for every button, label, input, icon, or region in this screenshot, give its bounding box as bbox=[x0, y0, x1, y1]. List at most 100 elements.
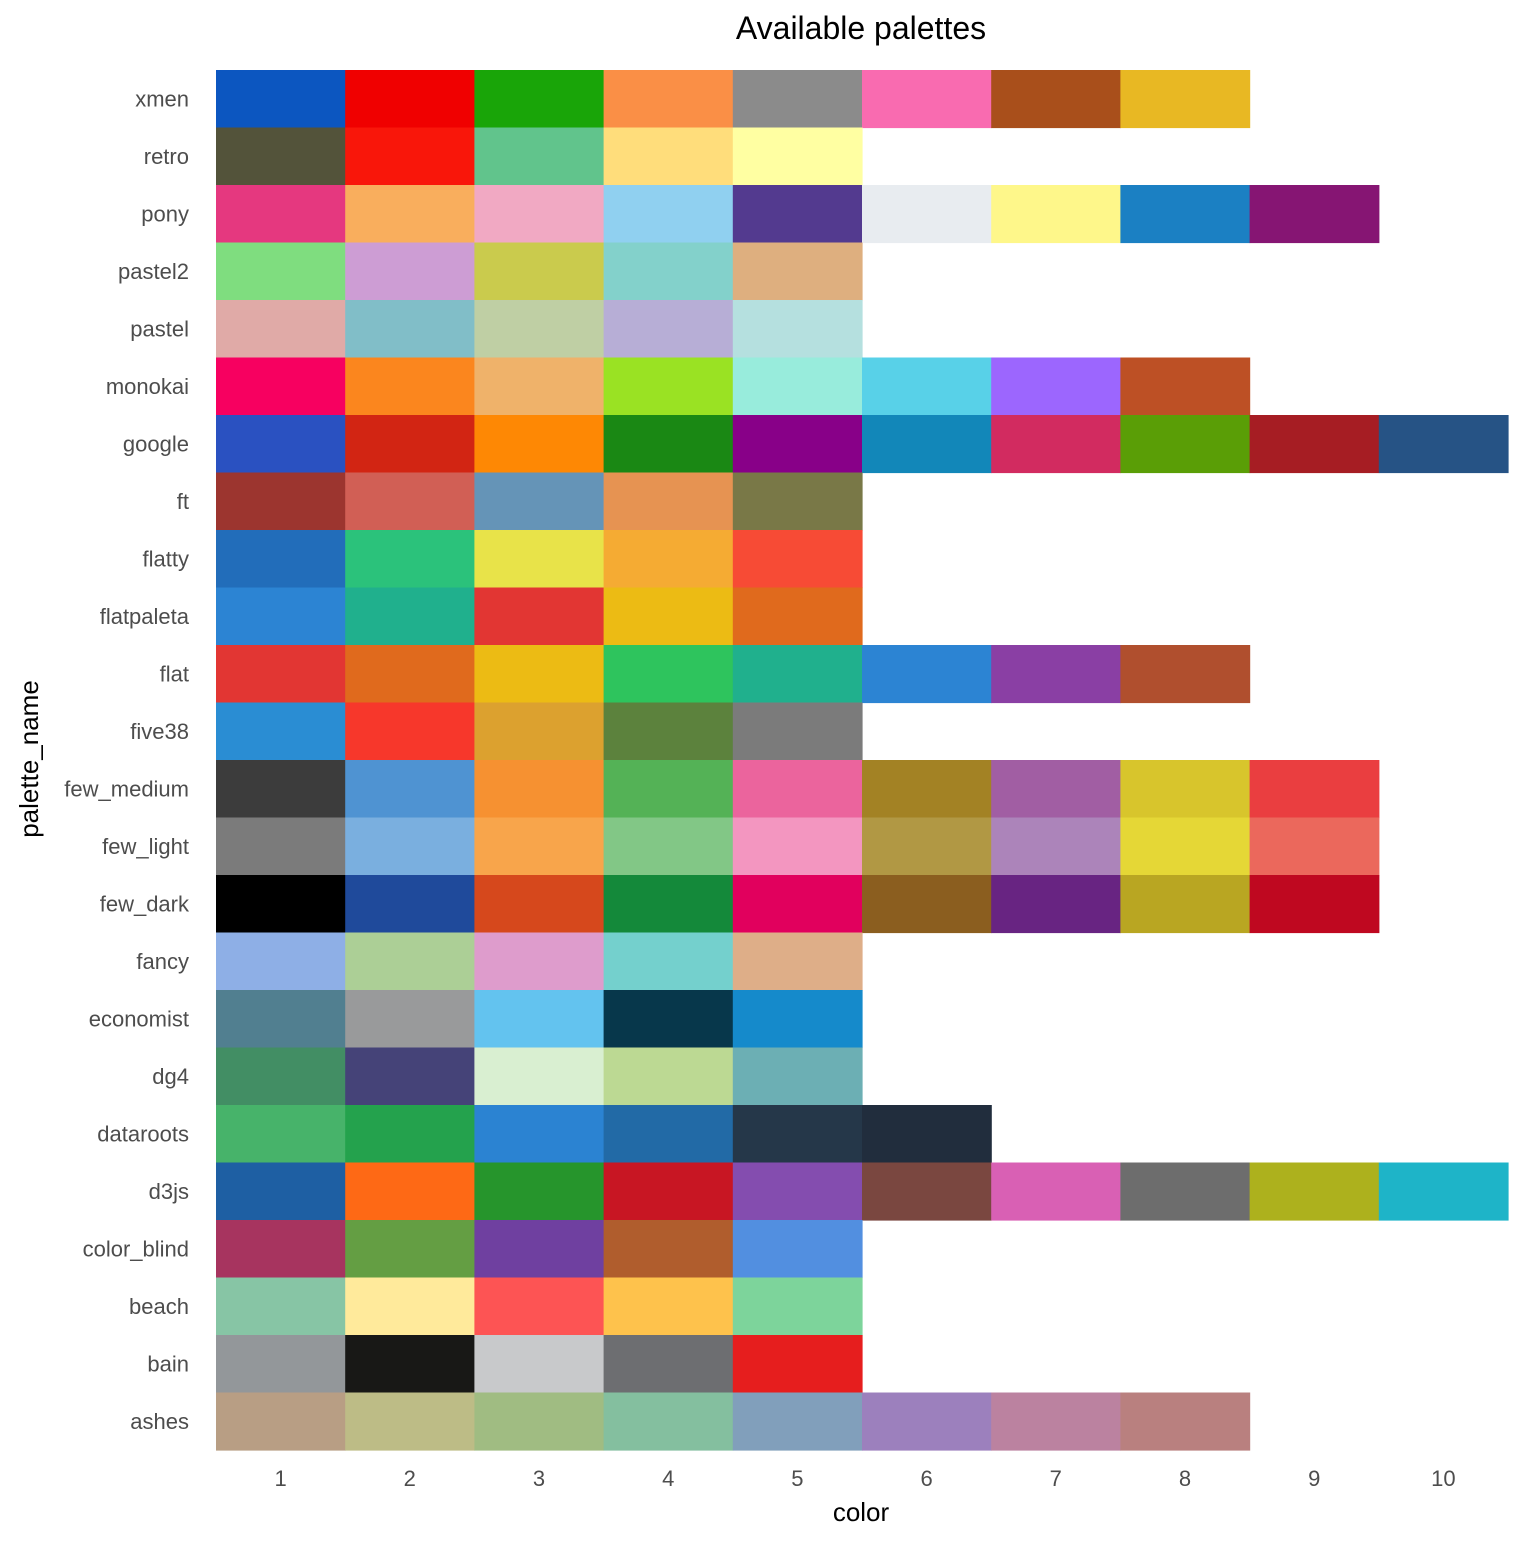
heatmap-cell-bain-3 bbox=[474, 1335, 605, 1394]
heatmap-cell-economist-2 bbox=[345, 990, 475, 1049]
y-tick-label: fancy bbox=[136, 949, 189, 974]
heatmap-cell-few_medium-7 bbox=[991, 760, 1121, 819]
y-tick-label: pony bbox=[141, 201, 189, 226]
x-tick-label: 6 bbox=[920, 1466, 932, 1491]
heatmap-cell-beach-4 bbox=[603, 1277, 734, 1336]
heatmap-cell-flatpaleta-1 bbox=[216, 587, 346, 646]
x-tick-label: 1 bbox=[274, 1466, 286, 1491]
heatmap-cell-color_blind-2 bbox=[345, 1220, 475, 1279]
heatmap-cell-flatty-1 bbox=[216, 530, 346, 589]
heatmap-cell-ashes-5 bbox=[732, 1392, 863, 1451]
heatmap-cell-ashes-7 bbox=[991, 1392, 1121, 1451]
heatmap-cell-few_light-4 bbox=[603, 817, 734, 876]
heatmap-cell-beach-2 bbox=[345, 1277, 475, 1336]
y-tick-label: few_light bbox=[102, 834, 189, 859]
heatmap-cell-xmen-4 bbox=[603, 70, 734, 129]
heatmap-cell-pastel2-2 bbox=[345, 242, 475, 301]
heatmap-cell-few_dark-2 bbox=[345, 875, 475, 934]
heatmap-cell-economist-3 bbox=[474, 990, 605, 1049]
heatmap-cell-dg4-5 bbox=[732, 1047, 863, 1106]
heatmap-cell-few_medium-1 bbox=[216, 760, 346, 819]
heatmap-cell-monokai-3 bbox=[474, 357, 605, 416]
y-tick-label: few_medium bbox=[64, 776, 189, 801]
heatmap-cell-pastel2-4 bbox=[603, 242, 734, 301]
heatmap-cell-pony-5 bbox=[732, 185, 863, 244]
heatmap-cell-five38-1 bbox=[216, 702, 346, 761]
heatmap-cell-monokai-5 bbox=[732, 357, 863, 416]
x-tick-labels: 1 2 3 4 5 6 7 8 9 10 bbox=[274, 1466, 1455, 1491]
y-tick-label: bain bbox=[147, 1351, 189, 1376]
heatmap-cell-retro-1 bbox=[216, 127, 346, 186]
heatmap-cell-flat-4 bbox=[603, 645, 734, 704]
heatmap-cell-color_blind-3 bbox=[474, 1220, 605, 1279]
heatmap-cell-xmen-6 bbox=[862, 70, 992, 129]
y-tick-label: pastel2 bbox=[118, 259, 189, 284]
heatmap-cell-monokai-6 bbox=[862, 357, 992, 416]
y-tick-label: ashes bbox=[130, 1409, 189, 1434]
heatmap-cell-dg4-2 bbox=[345, 1047, 475, 1106]
heatmap-cell-dg4-1 bbox=[216, 1047, 346, 1106]
heatmap-cell-few_light-5 bbox=[732, 817, 863, 876]
heatmap-cell-monokai-4 bbox=[603, 357, 734, 416]
heatmap-cell-ashes-8 bbox=[1120, 1392, 1251, 1451]
heatmap-cell-pony-1 bbox=[216, 185, 346, 244]
heatmap-cell-ft-4 bbox=[603, 472, 734, 531]
heatmap-cell-beach-1 bbox=[216, 1277, 346, 1336]
heatmap-cell-dg4-3 bbox=[474, 1047, 605, 1106]
heatmap-cell-beach-3 bbox=[474, 1277, 605, 1336]
heatmap-cell-few_light-2 bbox=[345, 817, 475, 876]
y-tick-label: monokai bbox=[106, 374, 189, 399]
heatmap-cell-pony-2 bbox=[345, 185, 475, 244]
y-axis-title: palette_name bbox=[14, 680, 44, 838]
y-tick-label: color_blind bbox=[83, 1236, 189, 1261]
heatmap-cell-few_light-7 bbox=[991, 817, 1121, 876]
heatmap-cell-d3js-7 bbox=[991, 1162, 1121, 1221]
y-tick-label: xmen bbox=[135, 86, 189, 111]
heatmap-cell-dg4-4 bbox=[603, 1047, 734, 1106]
y-tick-label: economist bbox=[89, 1006, 189, 1031]
heatmap-cell-bain-4 bbox=[603, 1335, 734, 1394]
heatmap-cell-google-6 bbox=[862, 415, 992, 474]
heatmap-cell-few_medium-9 bbox=[1249, 760, 1380, 819]
heatmap-cell-google-1 bbox=[216, 415, 346, 474]
heatmap-cell-ft-5 bbox=[732, 472, 863, 531]
heatmap-cell-bain-2 bbox=[345, 1335, 475, 1394]
y-tick-label: flat bbox=[160, 661, 189, 686]
y-tick-label: five38 bbox=[130, 719, 189, 744]
heatmap-cell-flat-1 bbox=[216, 645, 346, 704]
y-tick-label: few_dark bbox=[100, 891, 190, 916]
heatmap-cell-few_light-1 bbox=[216, 817, 346, 876]
heatmap-cell-few_medium-5 bbox=[732, 760, 863, 819]
heatmap-cell-few_medium-6 bbox=[862, 760, 992, 819]
heatmap-cell-few_light-8 bbox=[1120, 817, 1251, 876]
heatmap-cell-pastel-4 bbox=[603, 300, 734, 359]
heatmap-cell-five38-3 bbox=[474, 702, 605, 761]
heatmap-cell-few_light-6 bbox=[862, 817, 992, 876]
heatmap-cell-fancy-5 bbox=[732, 932, 863, 991]
y-tick-label: pastel bbox=[130, 316, 189, 341]
heatmap-cell-ft-2 bbox=[345, 472, 475, 531]
heatmap-cell-ashes-3 bbox=[474, 1392, 605, 1451]
heatmap-cell-retro-5 bbox=[732, 127, 863, 186]
heatmap-cell-d3js-10 bbox=[1378, 1162, 1509, 1221]
heatmap-cell-flatpaleta-4 bbox=[603, 587, 734, 646]
x-tick-label: 7 bbox=[1050, 1466, 1062, 1491]
heatmap-cell-flat-8 bbox=[1120, 645, 1251, 704]
heatmap-cell-retro-2 bbox=[345, 127, 475, 186]
heatmap-cell-five38-4 bbox=[603, 702, 734, 761]
heatmap-cell-bain-5 bbox=[732, 1335, 863, 1394]
heatmap-cell-flatpaleta-5 bbox=[732, 587, 863, 646]
heatmap-cell-pony-8 bbox=[1120, 185, 1251, 244]
heatmap-cell-xmen-1 bbox=[216, 70, 346, 129]
heatmap-cell-few_light-3 bbox=[474, 817, 605, 876]
x-tick-label: 8 bbox=[1179, 1466, 1191, 1491]
heatmap-cell-xmen-5 bbox=[732, 70, 863, 129]
heatmap-cell-pony-4 bbox=[603, 185, 734, 244]
heatmap-cell-google-8 bbox=[1120, 415, 1251, 474]
heatmap-cell-fancy-2 bbox=[345, 932, 475, 991]
heatmap-cell-pony-3 bbox=[474, 185, 605, 244]
heatmap-cell-d3js-5 bbox=[732, 1162, 863, 1221]
heatmap-cell-few_medium-8 bbox=[1120, 760, 1251, 819]
heatmap-cell-d3js-8 bbox=[1120, 1162, 1251, 1221]
